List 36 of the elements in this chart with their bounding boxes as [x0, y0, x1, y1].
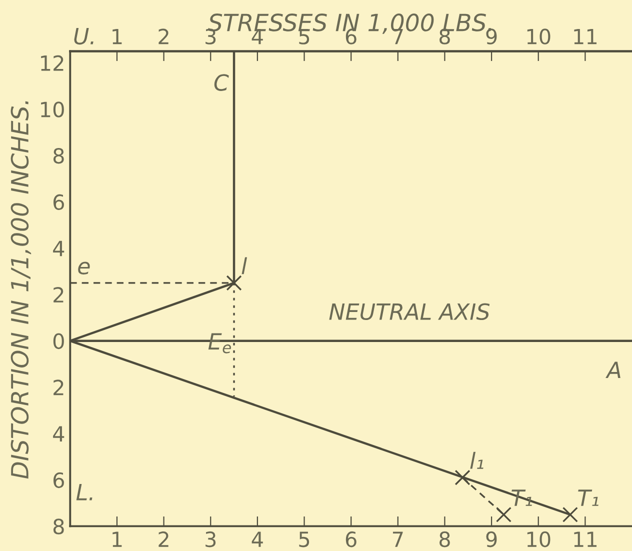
- annotation: NEUTRAL AXIS: [329, 303, 490, 320]
- x2-tick-label: 2: [158, 28, 168, 44]
- y-tick-label: 8: [53, 148, 64, 164]
- annotation: e: [78, 262, 90, 274]
- x-tick-label: 6: [346, 531, 356, 548]
- y-tick-label: 4: [53, 240, 64, 256]
- annotation: T₁: [578, 490, 598, 506]
- x-tick-label: 10: [527, 531, 550, 548]
- annotation: A: [606, 362, 620, 378]
- y-tick-label: 6: [53, 472, 64, 488]
- y-axis-title: DISTORTION IN 1/1,000 INCHES.: [10, 101, 32, 479]
- annotation: L.: [76, 484, 92, 500]
- annotation: l₁: [470, 452, 484, 469]
- x-tick-label: 4: [252, 532, 263, 547]
- y-tick-label: 10: [41, 102, 64, 118]
- x2-tick-label: 11: [574, 28, 597, 44]
- x-tick-label: 1: [112, 532, 122, 547]
- x-tick-label: 9: [486, 531, 497, 548]
- annotation: C: [214, 74, 229, 91]
- x2-tick-label: 10: [527, 28, 550, 44]
- x-tick-label: 2: [158, 531, 168, 547]
- y-tick-label: 12: [41, 55, 64, 71]
- y-tick-label: 2: [54, 380, 64, 396]
- x-tick-label: 5: [299, 532, 310, 548]
- x2-tick-label: 1: [112, 28, 122, 44]
- text: U.: [74, 28, 94, 45]
- annotation: l: [242, 257, 248, 274]
- x-tick-label: 11: [574, 532, 597, 547]
- y-tick-label: 4: [53, 426, 64, 442]
- y-tick-label: 6: [53, 194, 64, 210]
- y-tick-label: 0: [53, 333, 64, 350]
- x-tick-label: 3: [206, 531, 216, 548]
- x-tick-label: 7: [392, 532, 403, 547]
- x-tick-label: 8: [440, 531, 450, 548]
- y-tick-label: 2: [54, 286, 64, 302]
- y-tick-label: 8: [53, 518, 64, 534]
